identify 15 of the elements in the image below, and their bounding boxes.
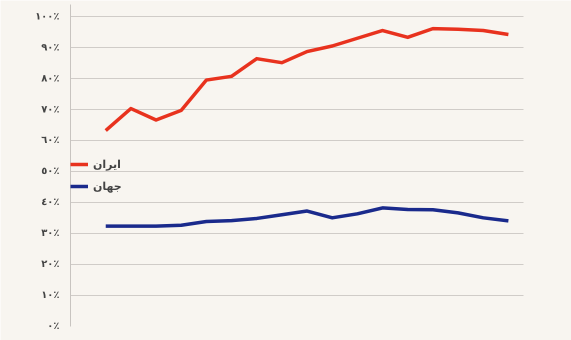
y-tick-label: ٤٠٪ bbox=[41, 197, 60, 208]
y-tick-label: ٩٠٪ bbox=[41, 42, 60, 54]
y-tick-label: ١٠٠٪ bbox=[35, 11, 60, 22]
y-tick-label: ٠٪ bbox=[47, 321, 60, 332]
line-series bbox=[104, 206, 510, 228]
y-tick-label: ٢٠٪ bbox=[41, 259, 60, 270]
legend-label: جهان bbox=[93, 180, 122, 192]
legend-label: ایران bbox=[93, 158, 121, 170]
y-tick-label: ٨٠٪ bbox=[41, 73, 60, 84]
y-tick-label: ٥٠٪ bbox=[41, 166, 60, 178]
y-tick-label: ٧٠٪ bbox=[41, 104, 60, 116]
y-tick-label: ١٠٪ bbox=[41, 290, 60, 302]
y-tick-label: ٣٠٪ bbox=[41, 228, 60, 240]
y-tick-label: ٦٠٪ bbox=[41, 135, 60, 146]
line-series bbox=[104, 26, 510, 132]
